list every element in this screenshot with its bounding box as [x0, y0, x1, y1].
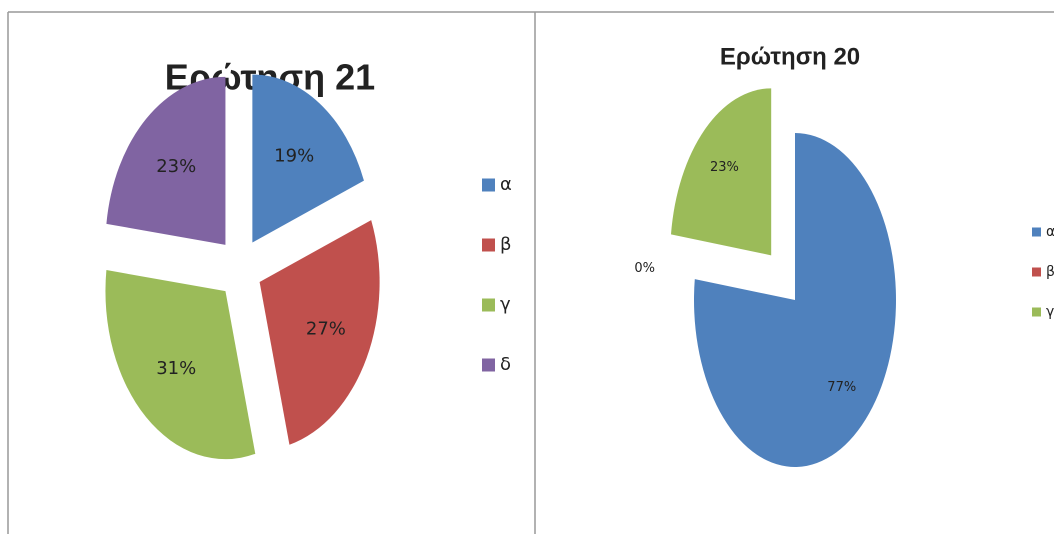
- data-label: 19%: [274, 145, 314, 166]
- pie-slice: [259, 220, 380, 445]
- legend-swatch: [1032, 267, 1041, 277]
- legend-label: α: [500, 174, 512, 195]
- pie-slice: [693, 133, 896, 468]
- legend-label: β: [1046, 264, 1054, 280]
- data-label: 0%: [634, 261, 655, 276]
- legend-label: γ: [1046, 304, 1054, 320]
- pie-slice: [105, 270, 256, 460]
- legend-label: α: [1046, 224, 1054, 240]
- chart-title: Ερώτηση 20: [720, 43, 860, 70]
- data-label: 23%: [156, 156, 196, 177]
- pie-slice: [252, 74, 364, 243]
- legend-swatch: [482, 298, 495, 312]
- data-label: 27%: [306, 318, 346, 339]
- legend-label: γ: [500, 294, 511, 315]
- legend-swatch: [482, 358, 495, 372]
- pie-slice: [670, 88, 772, 256]
- data-label: 77%: [827, 380, 856, 395]
- legend-swatch: [482, 178, 495, 192]
- legend-swatch: [1032, 307, 1041, 317]
- pie-slice: [106, 76, 226, 245]
- legend-label: β: [500, 234, 512, 255]
- legend-swatch: [1032, 227, 1041, 237]
- legend-swatch: [482, 238, 495, 252]
- data-label: 23%: [710, 160, 739, 175]
- data-label: 31%: [156, 358, 196, 379]
- legend-label: δ: [500, 354, 511, 375]
